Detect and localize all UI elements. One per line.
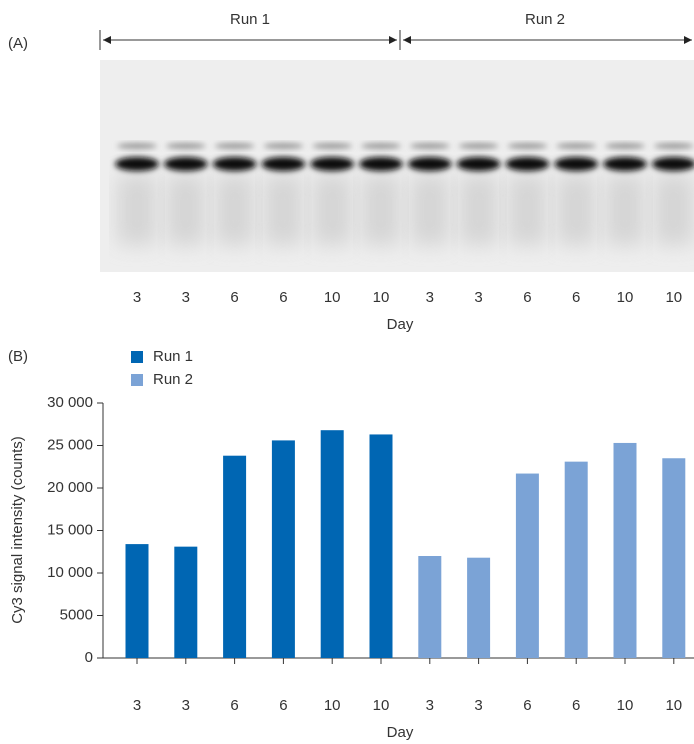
lane-label: 3 [426, 289, 434, 306]
y-tick-label: 20 000 [47, 479, 93, 496]
y-tick-label: 30 000 [47, 394, 93, 411]
gel-band-faint [409, 143, 450, 149]
x-tick-label: 3 [474, 697, 482, 714]
lane-label: 3 [474, 289, 482, 306]
gel-smear [653, 175, 694, 245]
lane-label: 10 [665, 289, 682, 306]
lane-label: 10 [373, 289, 390, 306]
x-tick-label: 3 [133, 697, 141, 714]
legend-swatch [131, 374, 143, 386]
gel-band [407, 157, 452, 171]
gel-band [456, 157, 501, 171]
x-axis-title: Day [387, 724, 414, 741]
gel-smear [361, 175, 401, 245]
lane-label: 3 [133, 289, 141, 306]
y-tick-label: 5000 [60, 606, 93, 623]
y-tick-label: 15 000 [47, 521, 93, 538]
y-tick-label: 10 000 [47, 564, 93, 581]
gel-band [310, 157, 355, 171]
gel-band-faint [361, 143, 401, 149]
bar [418, 556, 442, 658]
panel-label: (A) [8, 35, 28, 52]
gel-band-faint [165, 143, 206, 149]
bar [515, 473, 539, 658]
gel-band [261, 157, 306, 171]
lane-label: 6 [523, 289, 531, 306]
gel-smear [214, 175, 255, 245]
gel-band [115, 157, 159, 171]
x-tick-label: 6 [279, 697, 287, 714]
run-label: Run 2 [525, 11, 565, 28]
bar [174, 546, 198, 658]
lane-label: 10 [324, 289, 341, 306]
gel-smear [458, 175, 499, 245]
gel-band-faint [312, 143, 353, 149]
run-label: Run 1 [230, 11, 270, 28]
gel-smear [312, 175, 353, 245]
gel-smear [605, 175, 645, 245]
legend-label: Run 2 [153, 371, 193, 388]
panel-label: (B) [8, 348, 28, 365]
bar [564, 461, 588, 658]
x-tick-label: 10 [617, 697, 634, 714]
bar [467, 557, 491, 658]
gel-band [651, 157, 694, 171]
lane-label: 6 [279, 289, 287, 306]
gel-band [603, 157, 647, 171]
gel-smear [117, 175, 157, 245]
lane-label: 6 [230, 289, 238, 306]
x-tick-label: 10 [324, 697, 341, 714]
x-tick-label: 10 [373, 697, 390, 714]
x-tick-label: 10 [665, 697, 682, 714]
lane-label: 10 [617, 289, 634, 306]
gel-smear [409, 175, 450, 245]
gel-band-faint [556, 143, 597, 149]
gel-smear [263, 175, 304, 245]
gel-band-faint [214, 143, 255, 149]
x-tick-label: 6 [230, 697, 238, 714]
gel-band-faint [117, 143, 157, 149]
x-tick-label: 6 [572, 697, 580, 714]
bar [320, 430, 344, 658]
gel-band-faint [605, 143, 645, 149]
gel-band-faint [458, 143, 499, 149]
legend-label: Run 1 [153, 348, 193, 365]
x-tick-label: 6 [523, 697, 531, 714]
gel-band-faint [653, 143, 694, 149]
gel-band [359, 157, 403, 171]
lane-label: 6 [572, 289, 580, 306]
lane-label: 3 [182, 289, 190, 306]
legend-swatch [131, 351, 143, 363]
bar [613, 442, 637, 658]
gel-band-faint [263, 143, 304, 149]
y-tick-label: 0 [85, 649, 93, 666]
bar [369, 434, 393, 658]
gel-band [505, 157, 550, 171]
bar [223, 455, 247, 658]
gel-band [163, 157, 208, 171]
x-tick-label: 3 [182, 697, 190, 714]
gel-smear [556, 175, 597, 245]
gel-band [212, 157, 257, 171]
bar [662, 458, 686, 658]
bar [271, 440, 295, 658]
gel-band-faint [507, 143, 548, 149]
gel-image [100, 60, 694, 272]
gel-smear [165, 175, 206, 245]
bar [125, 544, 149, 658]
y-tick-label: 25 000 [47, 436, 93, 453]
y-axis-title: Cy3 signal intensity (counts) [9, 436, 26, 624]
axis-title: Day [387, 316, 414, 333]
x-tick-label: 3 [426, 697, 434, 714]
gel-smear [507, 175, 548, 245]
gel-band [554, 157, 599, 171]
